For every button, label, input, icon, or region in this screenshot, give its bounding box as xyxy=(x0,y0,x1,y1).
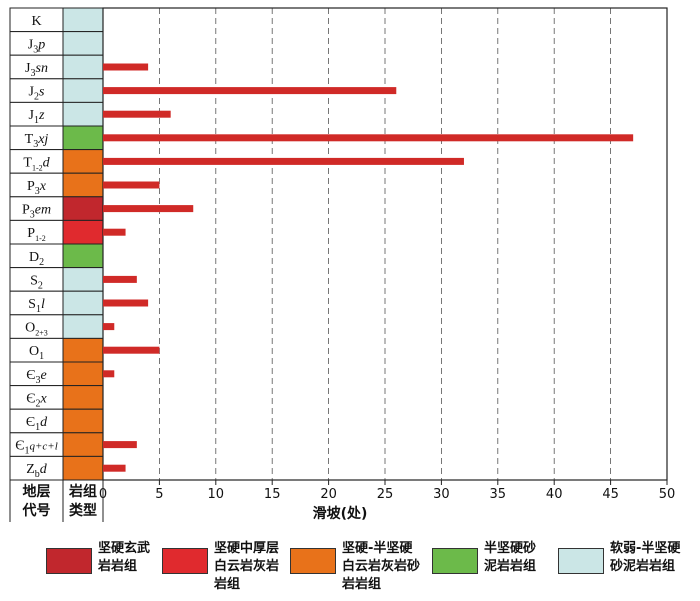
x-tick-label: 10 xyxy=(208,487,225,502)
stratum-label: Є1q+c+l xyxy=(15,439,58,457)
rock-type-header: 类型 xyxy=(69,502,97,519)
landslide-bar-chart: K J3p J3sn J2s J1z T3xj T1-2d P3x P3em P1-2 D2 S2 S1… xyxy=(9,7,676,522)
bar-J2s xyxy=(103,87,397,95)
stratum-label: J1z xyxy=(29,108,45,126)
stratum-label: J3sn xyxy=(25,61,48,79)
rock-type-cell xyxy=(62,243,104,269)
bar-T1-2d xyxy=(103,157,464,165)
rock-type-cell xyxy=(62,432,104,457)
rock-type-cell xyxy=(62,125,104,151)
bar-O2+3 xyxy=(103,323,115,331)
stratum-label: P3em xyxy=(22,203,51,221)
stratum-label: D2 xyxy=(29,250,44,268)
legend-label-basalt: 坚硬玄武 岩岩组 xyxy=(98,541,151,574)
stratum-label: K xyxy=(31,14,41,29)
stratum-label: O1 xyxy=(29,344,44,362)
bar-P3em xyxy=(103,205,194,213)
legend: 坚硬玄武 岩岩组 坚硬中厚层 白云岩灰岩 岩组 坚硬-半坚硬 白云岩灰岩砂 岩岩… xyxy=(40,540,700,600)
stratum-label: Zbd xyxy=(26,462,48,480)
rock-type-cell xyxy=(62,101,104,127)
stratum-label: P1-2 xyxy=(27,226,45,243)
x-tick-label: 15 xyxy=(264,487,281,502)
stratum-label: S2 xyxy=(30,273,43,291)
rock-type-cell xyxy=(62,408,104,434)
legend-swatch-soft xyxy=(558,548,604,574)
legend-label-hard-semi-hard: 坚硬-半坚硬 白云岩灰岩砂 岩岩组 xyxy=(342,541,421,592)
x-tick-label: 0 xyxy=(99,487,107,502)
rock-type-cell xyxy=(62,314,104,339)
rock-type-cell xyxy=(62,455,104,481)
x-tick-label: 5 xyxy=(155,487,163,502)
rock-type-cell xyxy=(62,54,104,80)
stratum-header: 代号 xyxy=(22,502,51,519)
stratum-label: O2+3 xyxy=(25,321,48,338)
x-axis-title: 滑坡(处) xyxy=(313,505,368,522)
rock-type-header: 岩组 xyxy=(68,483,97,500)
rock-type-cell xyxy=(62,385,104,410)
bar-S2 xyxy=(103,275,137,283)
stratum-label: Є2x xyxy=(26,391,47,409)
legend-item-semi-hard: 半坚硬砂 泥岩岩组 xyxy=(432,540,536,576)
bar-Zbd xyxy=(103,464,126,472)
legend-swatch-basalt xyxy=(46,548,92,574)
x-tick-label: 50 xyxy=(659,487,676,502)
bar-T3xj xyxy=(103,134,634,142)
legend-swatch-hard-semi-hard xyxy=(290,548,336,574)
bar-J3sn xyxy=(103,63,149,71)
rock-type-cell xyxy=(62,78,104,103)
legend-item-soft: 软弱-半坚硬 砂泥岩岩组 xyxy=(558,540,680,576)
rock-type-cell xyxy=(62,31,104,56)
stratum-label: J3p xyxy=(28,37,45,55)
bar-P1-2 xyxy=(103,228,126,236)
legend-item-dolomite: 坚硬中厚层 白云岩灰岩 岩组 xyxy=(162,540,279,594)
stratum-label: T3xj xyxy=(25,132,49,150)
legend-label-dolomite: 坚硬中厚层 白云岩灰岩 岩组 xyxy=(214,541,280,592)
stratum-label: Є3e xyxy=(26,368,46,386)
legend-item-basalt: 坚硬玄武 岩岩组 xyxy=(46,540,150,576)
rock-type-cell xyxy=(62,7,104,33)
bar-O1 xyxy=(103,346,160,354)
stratum-label: J2s xyxy=(29,85,45,103)
stratum-label: S1l xyxy=(28,297,45,315)
rock-type-cell xyxy=(62,267,104,292)
legend-item-hard-semi-hard: 坚硬-半坚硬 白云岩灰岩砂 岩岩组 xyxy=(290,540,420,594)
stratum-label: T1-2d xyxy=(23,155,50,172)
legend-label-semi-hard: 半坚硬砂 泥岩岩组 xyxy=(484,541,537,574)
rock-type-cell xyxy=(62,196,104,221)
rock-type-cell xyxy=(62,337,104,363)
stratum-header: 地层 xyxy=(23,483,51,500)
x-tick-label: 45 xyxy=(602,487,619,502)
rock-type-cell xyxy=(62,361,104,387)
bar-P3x xyxy=(103,181,160,189)
legend-label-soft: 软弱-半坚硬 砂泥岩岩组 xyxy=(610,541,681,574)
bar-Є1q+c+l xyxy=(103,441,137,449)
rock-type-cell xyxy=(62,149,104,174)
bar-Є3e xyxy=(103,370,115,378)
bar-S1l xyxy=(103,299,149,307)
x-tick-label: 25 xyxy=(377,487,394,502)
x-tick-label: 40 xyxy=(546,487,563,502)
rock-type-cell xyxy=(62,290,104,316)
x-tick-label: 30 xyxy=(433,487,450,502)
legend-swatch-semi-hard xyxy=(432,548,478,574)
x-tick-label: 35 xyxy=(490,487,507,502)
rock-type-cell xyxy=(62,172,104,198)
x-tick-label: 20 xyxy=(320,487,337,502)
rock-type-cell xyxy=(62,219,104,245)
bar-J1z xyxy=(103,110,171,118)
stratum-label: Є1d xyxy=(26,415,48,433)
legend-swatch-dolomite xyxy=(162,548,208,574)
stratum-label: P3x xyxy=(27,179,47,197)
